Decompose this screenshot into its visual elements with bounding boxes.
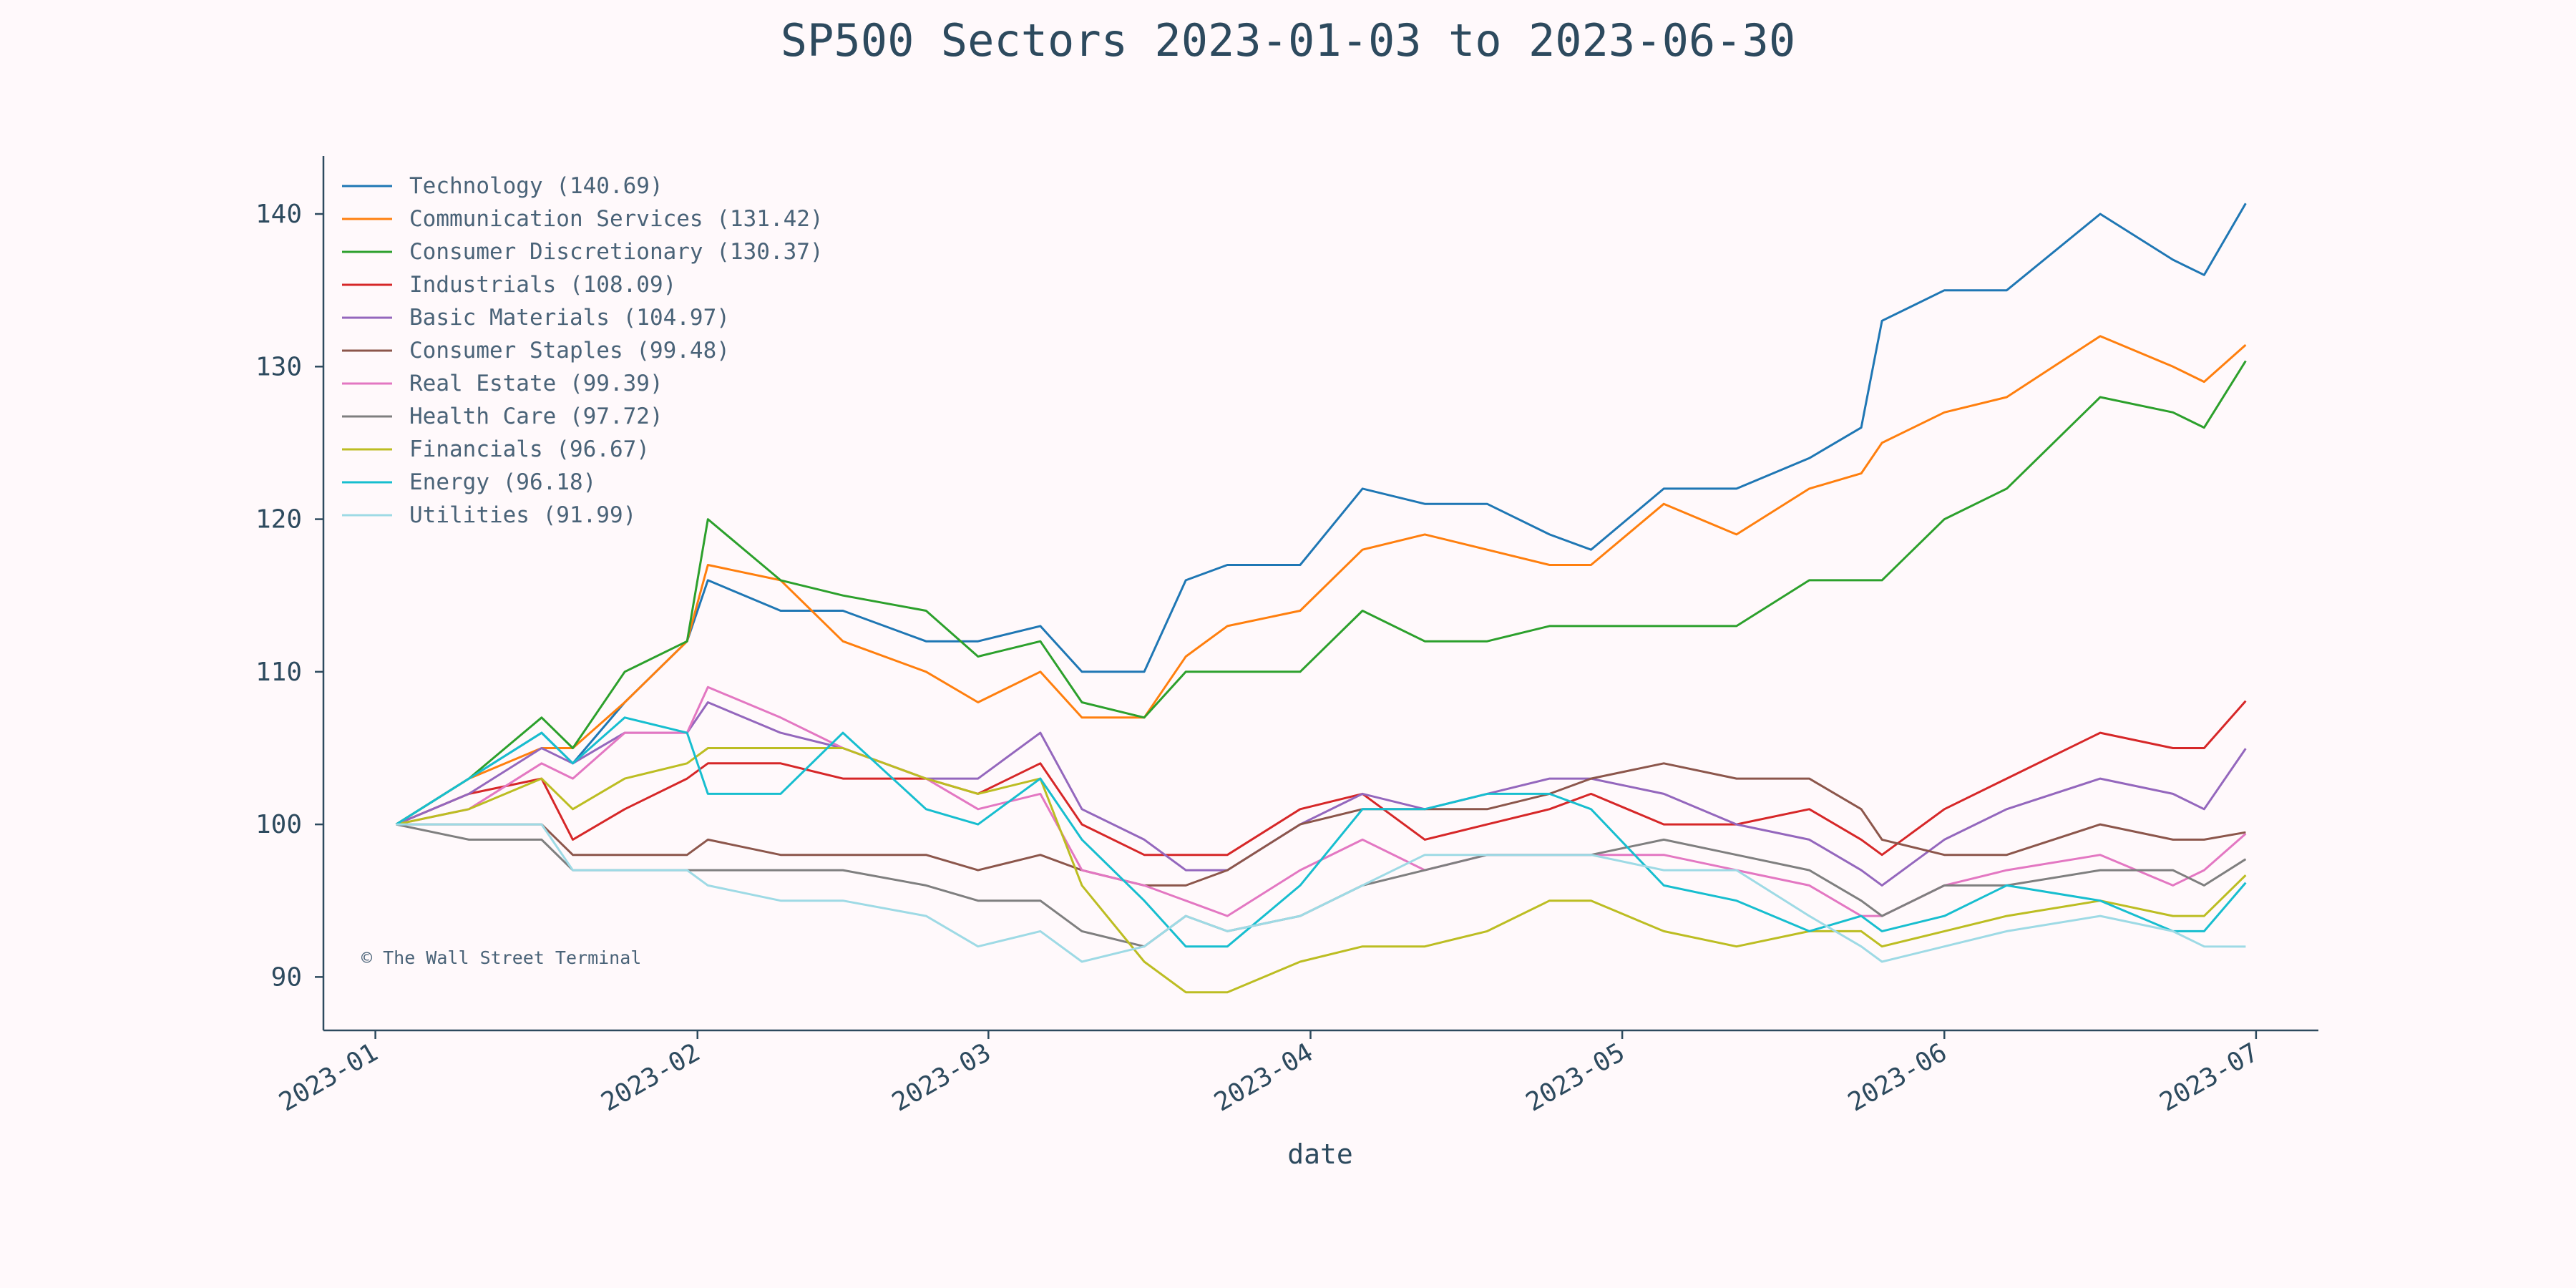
x-tick-label: 2023-06 — [1843, 1038, 1952, 1117]
x-tick-label: 2023-02 — [596, 1038, 705, 1117]
legend-label-health-care: Health Care (97.72) — [409, 404, 663, 429]
legend-label-basic-materials: Basic Materials (104.97) — [409, 305, 730, 331]
legend-label-energy: Energy (96.18) — [409, 469, 596, 495]
series-line-communication-services — [395, 335, 2247, 826]
y-tick-label: 120 — [255, 505, 302, 535]
x-tick-label: 2023-04 — [1209, 1038, 1318, 1117]
chart-title: SP500 Sectors 2023-01-03 to 2023-06-30 — [781, 14, 1795, 67]
legend-label-financials: Financials (96.67) — [409, 436, 650, 462]
legend-label-technology: Technology (140.69) — [409, 173, 663, 199]
y-tick-label: 130 — [255, 352, 302, 381]
x-tick-label: 2023-07 — [2155, 1038, 2263, 1117]
legend-label-industrials: Industrials (108.09) — [409, 272, 676, 298]
series-line-consumer-discretionary — [395, 360, 2247, 826]
x-axis-ticks: 2023-01 2023-02 2023-03 2023-04 2023-05 2023-… — [274, 1030, 2263, 1118]
series-line-utilities — [396, 823, 2246, 963]
legend-label-communication-services: Communication Services (131.42) — [409, 206, 824, 232]
x-tick-label: 2023-03 — [887, 1038, 996, 1117]
legend-label-utilities: Utilities (91.99) — [409, 502, 636, 528]
legend-label-consumer-discretionary: Consumer Discretionary (130.37) — [409, 239, 824, 265]
series-line-real-estate — [396, 686, 2247, 917]
legend-label-consumer-staples: Consumer Staples (99.48) — [409, 338, 730, 364]
legend: Technology (140.69) Communication Service… — [342, 173, 824, 528]
plot-area — [395, 203, 2247, 994]
series-line-financials — [396, 747, 2247, 994]
watermark-text: © The Wall Street Terminal — [361, 947, 641, 968]
series-line-health-care — [396, 823, 2247, 948]
series-line-energy — [395, 716, 2247, 948]
series-line-industrials — [396, 700, 2247, 857]
y-tick-label: 140 — [255, 200, 302, 229]
y-tick-label: 110 — [255, 658, 302, 687]
x-axis-label: date — [1287, 1138, 1353, 1170]
x-tick-label: 2023-05 — [1521, 1038, 1630, 1117]
y-tick-label: 90 — [271, 962, 302, 992]
legend-label-real-estate: Real Estate (99.39) — [409, 371, 663, 396]
series-line-technology — [395, 203, 2247, 826]
y-tick-label: 100 — [255, 810, 302, 839]
series-line-consumer-staples — [396, 762, 2246, 887]
x-tick-label: 2023-01 — [274, 1038, 383, 1117]
y-axis-ticks: 90 100 110 120 130 140 — [255, 200, 323, 992]
